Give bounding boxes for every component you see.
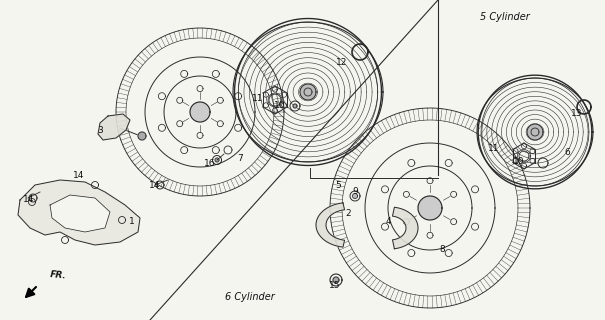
Polygon shape: [333, 277, 339, 283]
Text: 14: 14: [73, 171, 85, 180]
Polygon shape: [190, 102, 210, 122]
Text: 11: 11: [488, 143, 500, 153]
Polygon shape: [138, 132, 146, 140]
Text: 14: 14: [149, 180, 161, 189]
Text: 1: 1: [129, 217, 135, 226]
Polygon shape: [98, 114, 130, 140]
Text: 2: 2: [345, 209, 351, 218]
Text: 6: 6: [564, 148, 570, 156]
Text: 5: 5: [335, 180, 341, 189]
Text: 10: 10: [513, 156, 525, 165]
Text: 14: 14: [24, 196, 34, 204]
Polygon shape: [18, 180, 140, 245]
Text: 7: 7: [237, 154, 243, 163]
Text: 5 Cylinder: 5 Cylinder: [480, 12, 530, 22]
Polygon shape: [353, 194, 358, 198]
Text: 12: 12: [336, 58, 348, 67]
Text: 6 Cylinder: 6 Cylinder: [225, 292, 275, 302]
Polygon shape: [527, 124, 543, 140]
Polygon shape: [293, 104, 297, 108]
Text: 3: 3: [97, 125, 103, 134]
Text: 10: 10: [274, 100, 286, 109]
Text: 9: 9: [352, 188, 358, 196]
Polygon shape: [215, 158, 219, 162]
Polygon shape: [50, 195, 110, 232]
Text: 16: 16: [204, 158, 216, 167]
Polygon shape: [393, 207, 418, 249]
Polygon shape: [316, 203, 345, 247]
Polygon shape: [300, 84, 316, 100]
Polygon shape: [418, 196, 442, 220]
Text: 13: 13: [571, 108, 583, 117]
Text: FR.: FR.: [50, 269, 67, 280]
Text: 4: 4: [385, 218, 391, 227]
Text: 8: 8: [439, 244, 445, 253]
Text: 11: 11: [252, 93, 264, 102]
Text: 15: 15: [329, 281, 341, 290]
